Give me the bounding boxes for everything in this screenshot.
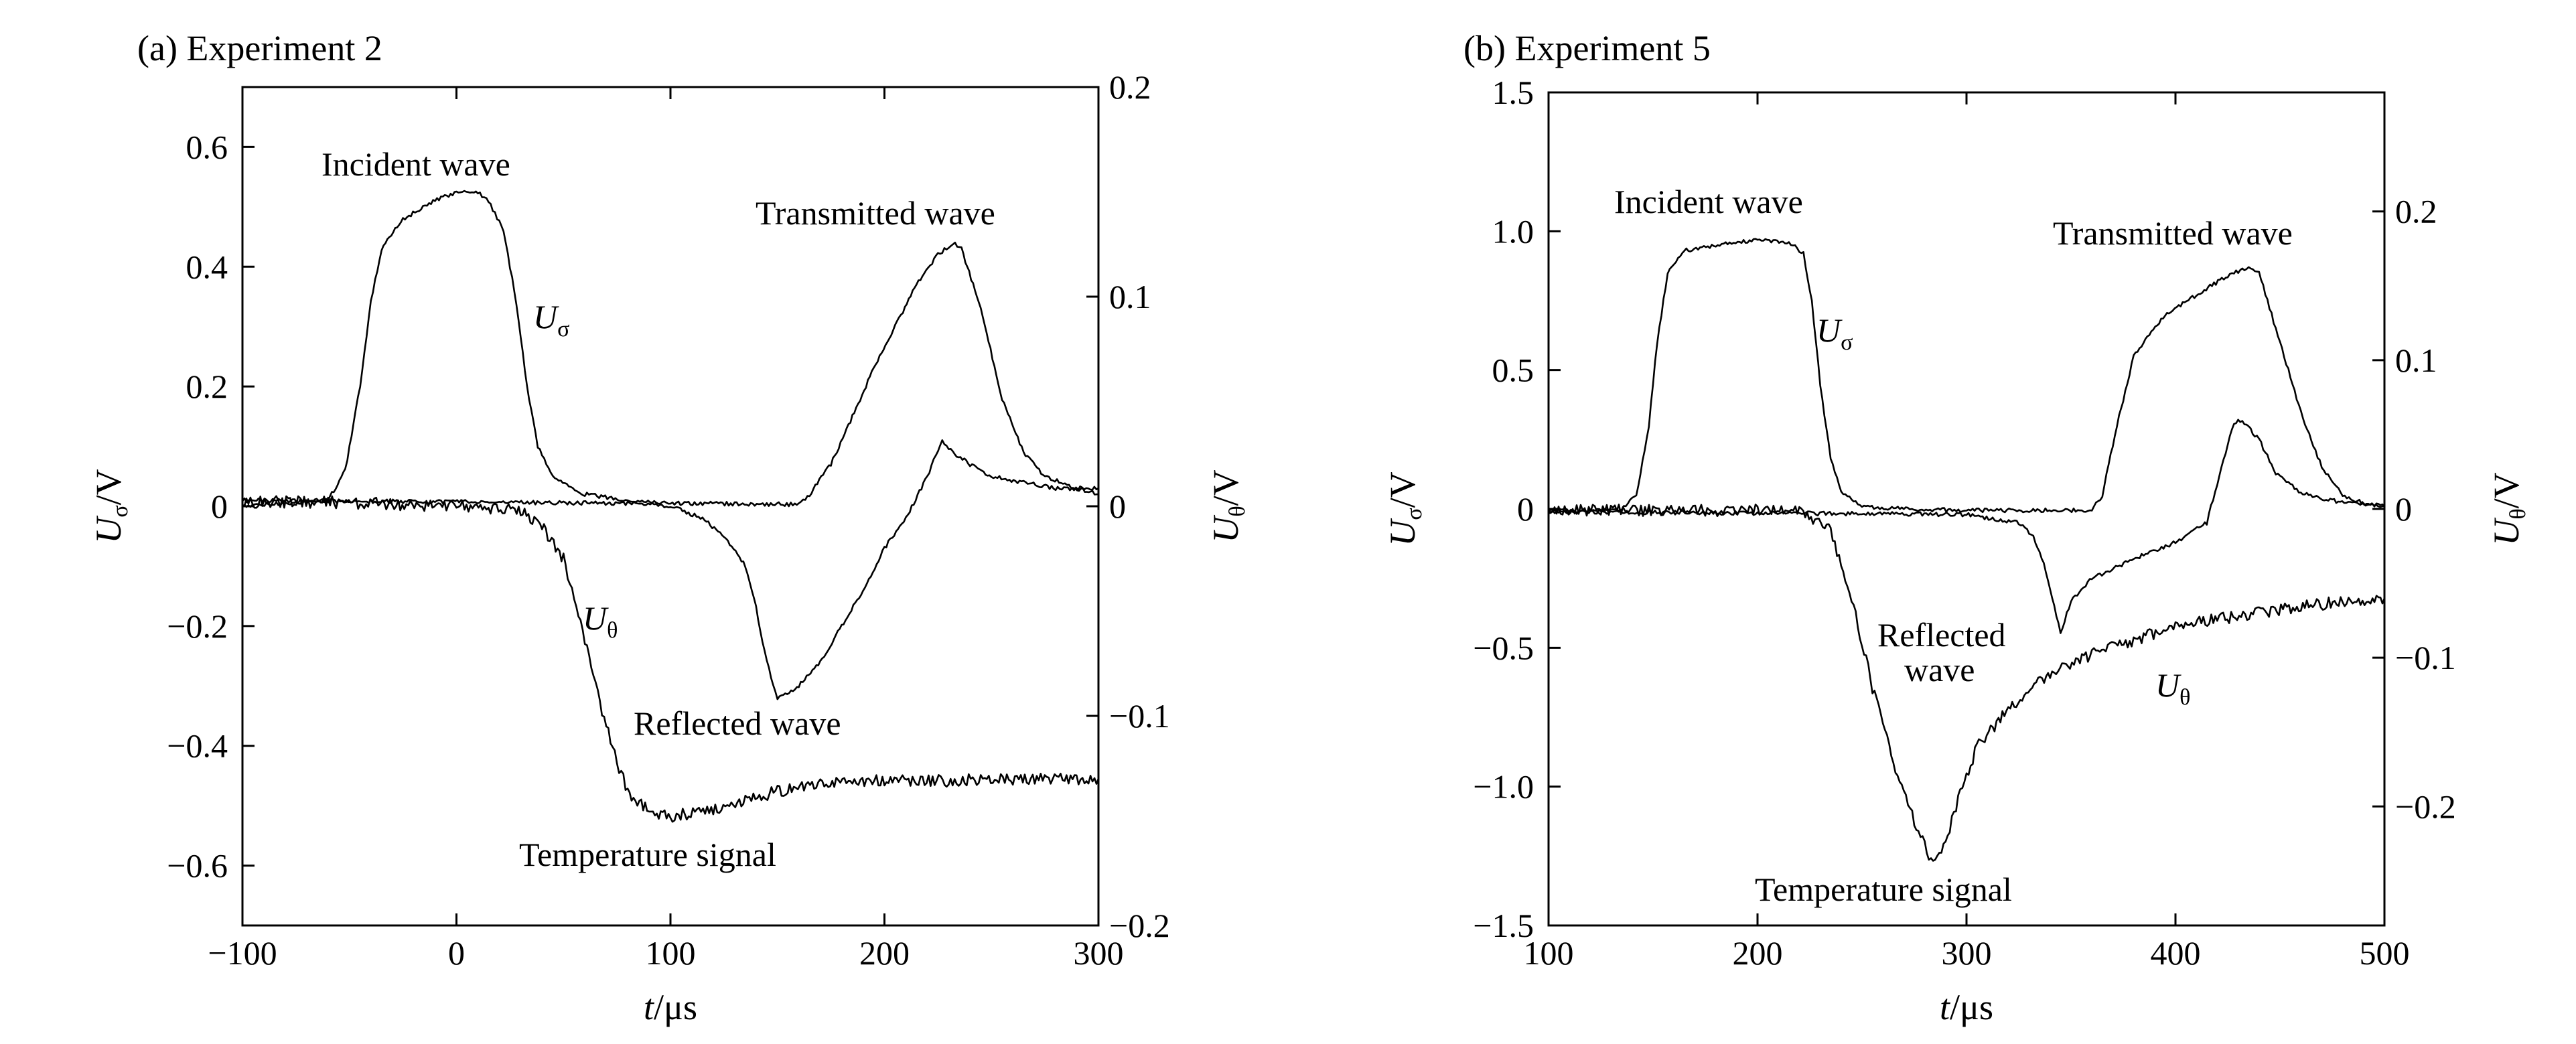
y-left-tick-label: −0.6 <box>167 847 228 885</box>
panel-a-y-right-label: Uθ/V <box>1206 469 1250 542</box>
svg-text:Uθ/V: Uθ/V <box>2486 472 2530 545</box>
panel-b-annotation-reflected-wave-line1: Reflected <box>1877 616 2006 654</box>
panel-b-annotation-incident-wave: Incident wave <box>1614 183 1803 220</box>
series-uθ-line <box>1548 504 2386 862</box>
panel-a-series <box>241 190 1100 823</box>
y-left-tick-label: 0.2 <box>186 368 228 405</box>
panel-b-y-ticks-left: −1.5 −1.0 −0.5 0 0.5 1.0 1.5 <box>1473 74 1561 944</box>
x-tick-label: 300 <box>1074 934 1124 972</box>
panel-b-annotation-u-theta: Uθ <box>2155 666 2190 710</box>
panel-a-x-axis-label: t/μs <box>644 987 697 1027</box>
y-left-tick-label: −1.5 <box>1473 907 1534 944</box>
panel-b: (b) Experiment 5 100 200 300 400 500 −1.5−1.… <box>1382 28 2530 1027</box>
y-left-tick-label: 0 <box>1517 490 1534 528</box>
panel-b-x-axis-label: t/μs <box>1940 987 1993 1027</box>
panel-a-annotation-temperature-signal: Temperature signal <box>519 836 776 873</box>
y-left-tick-label: −1.0 <box>1473 768 1534 806</box>
panel-a: (a) Experiment 2 −100 0 100 200 300 −0.6 −0.4… <box>88 28 1250 1027</box>
panel-b-y-right-label: Uθ/V <box>2486 472 2530 545</box>
y-left-tick-label: 0 <box>211 488 228 525</box>
series-uσ-line <box>1547 238 2385 514</box>
y-right-tick-label: 0.1 <box>2395 342 2437 379</box>
panel-a-annotation-reflected-wave: Reflected wave <box>634 704 841 742</box>
y-right-tick-label: −0.1 <box>2395 639 2456 676</box>
x-tick-label: 100 <box>1524 934 1574 972</box>
panel-b-series <box>1547 238 2386 862</box>
panel-a-annotation-u-sigma: Uσ <box>533 298 569 342</box>
x-tick-label: 200 <box>1733 934 1783 972</box>
svg-text:Uθ/V: Uθ/V <box>1206 469 1250 542</box>
panel-a-annotation-incident-wave: Incident wave <box>321 145 510 183</box>
y-right-tick-label: −0.2 <box>2395 788 2456 825</box>
panel-a-annotation-u-theta: Uθ <box>583 599 618 643</box>
x-tick-label: 300 <box>1942 934 1992 972</box>
y-left-tick-label: 0.5 <box>1492 352 1534 389</box>
panel-a-y-ticks-left: −0.6 −0.4 −0.2 0 0.2 0.4 0.6 <box>167 128 255 885</box>
panel-a-x-ticks: −100 0 100 200 300 <box>208 87 1124 972</box>
y-right-tick-label: 0.2 <box>1109 68 1151 106</box>
svg-text:Uσ/V: Uσ/V <box>88 469 133 543</box>
panel-b-annotation-temperature-signal: Temperature signal <box>1755 871 2012 908</box>
y-left-tick-label: −0.2 <box>167 607 228 645</box>
y-left-tick-label: 0.6 <box>186 128 228 165</box>
x-tick-label: 200 <box>859 934 910 972</box>
panel-b-y-left-label: Uσ/V <box>1382 471 1427 546</box>
y-right-tick-label: 0 <box>2395 490 2412 528</box>
y-left-tick-label: 1.0 <box>1492 212 1534 250</box>
panel-b-annotation-reflected-wave-line2: wave <box>1904 651 1975 688</box>
y-right-tick-label: 0.1 <box>1109 278 1151 315</box>
series-reflected-wave-line <box>241 439 1099 700</box>
y-left-tick-label: −0.5 <box>1473 629 1534 666</box>
panel-b-y-ticks-right: −0.2 −0.1 0 0.1 0.2 <box>2372 193 2456 825</box>
panel-a-annotation-transmitted-wave: Transmitted wave <box>756 194 995 232</box>
y-left-tick-label: 1.5 <box>1492 74 1534 111</box>
x-tick-label: 400 <box>2151 934 2201 972</box>
panel-b-annotation-u-sigma: Uσ <box>1816 311 1853 355</box>
y-right-tick-label: 0 <box>1109 488 1126 525</box>
panel-b-annotation-transmitted-wave: Transmitted wave <box>2053 214 2293 252</box>
panel-b-title: (b) Experiment 5 <box>1463 28 1711 68</box>
svg-text:Uσ/V: Uσ/V <box>1382 471 1427 546</box>
y-left-tick-label: 0.4 <box>186 248 228 285</box>
panel-b-x-ticks: 100 200 300 400 500 <box>1524 92 2410 972</box>
y-right-tick-label: −0.2 <box>1109 907 1170 944</box>
x-tick-label: 0 <box>448 934 465 972</box>
series-uσ-line <box>242 190 1099 508</box>
x-tick-label: 100 <box>646 934 696 972</box>
x-tick-label: −100 <box>208 934 277 972</box>
panel-a-y-ticks-right: −0.2 −0.1 0 0.1 0.2 <box>1086 68 1170 944</box>
panel-a-y-left-label: Uσ/V <box>88 469 133 543</box>
panel-a-title: (a) Experiment 2 <box>137 28 382 68</box>
y-right-tick-label: 0.2 <box>2395 193 2437 230</box>
y-left-tick-label: −0.4 <box>167 727 228 765</box>
y-right-tick-label: −0.1 <box>1109 697 1170 735</box>
series-uθ-line <box>242 495 1100 823</box>
x-tick-label: 500 <box>2360 934 2410 972</box>
series-reflected-wave-line <box>1548 419 2385 634</box>
